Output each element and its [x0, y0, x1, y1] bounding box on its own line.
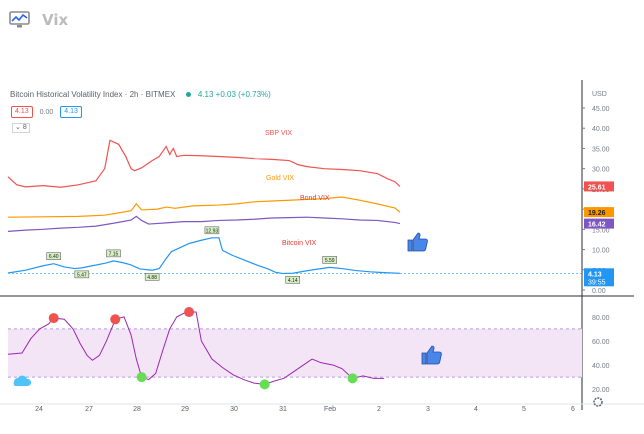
bond-last-badge-box: [584, 218, 614, 229]
countdown-label: 39:55: [588, 279, 606, 286]
series-line[interactable]: [7, 237, 401, 275]
time-tick-label: 29: [181, 406, 189, 413]
data-label: 12.93: [206, 228, 219, 234]
monitor-chart-icon: [9, 11, 30, 28]
change-value: 0.00: [39, 108, 54, 116]
collapse-count: 8: [22, 124, 27, 131]
data-label: 5.59: [325, 258, 335, 264]
data-label-box: [204, 226, 220, 235]
data-label-box: [46, 252, 61, 260]
oversold-marker: [136, 372, 147, 383]
overbought-marker: [110, 314, 121, 325]
price-tick-label: 45.00: [592, 106, 610, 113]
oscillator-band: [8, 328, 582, 378]
data-label-box: [106, 249, 121, 258]
oscillator-line[interactable]: [7, 311, 385, 385]
app-title: Vix: [42, 11, 69, 29]
data-label-box: [285, 276, 301, 284]
overbought-marker: [184, 307, 195, 318]
oscillator-tick-label: 20.00: [592, 387, 610, 394]
price-tick-label: 30.00: [592, 167, 610, 174]
time-tick-label: 2: [377, 406, 381, 413]
gold-last-badge: 19.26: [588, 210, 606, 217]
ohlc-row: 4.13 0.00 4.13: [11, 106, 82, 118]
data-label-box: [322, 256, 337, 264]
app-header: Vix: [8, 8, 68, 32]
bond-last-badge: 16.42: [588, 222, 606, 229]
bitcoin-last-badge: 4.13: [588, 271, 602, 278]
overbought-marker: [48, 313, 59, 324]
value-box-red: 4.13: [11, 106, 33, 118]
price-tick-label: 0.00: [592, 288, 606, 295]
gear-icon[interactable]: [593, 397, 603, 407]
time-tick-label: 5: [522, 406, 526, 413]
live-dot: [185, 92, 191, 98]
series-line[interactable]: [7, 196, 401, 218]
sbp-last-badge: 25.61: [588, 184, 606, 191]
time-tick-label: 24: [35, 406, 43, 413]
price-tick-label: 15.00: [592, 227, 610, 234]
data-label: 4.14: [288, 278, 298, 284]
symbol-title[interactable]: Bitcoin Historical Volatility Index · 2h…: [10, 90, 176, 99]
gold-last-badge-box: [584, 207, 614, 218]
price-tick-label: 35.00: [592, 146, 610, 153]
oscillator-tick-label: 80.00: [592, 315, 610, 322]
series-line[interactable]: [7, 215, 401, 232]
data-label: 7.15: [109, 251, 119, 257]
gear-icon-ring: [593, 397, 603, 407]
time-tick-label: 28: [133, 406, 141, 413]
time-tick-label: 27: [85, 406, 93, 413]
live-value: 4.13: [197, 90, 214, 99]
time-tick-label: Feb: [324, 406, 336, 413]
series-name-label: SBP VIX: [265, 130, 292, 137]
time-tick-label: 3: [426, 406, 430, 413]
time-tick-label: 4: [474, 406, 478, 413]
chart-title: Bitcoin Historical Volatility Index · 2h…: [10, 90, 271, 99]
collapse-indicators-button[interactable]: ⌄ 8: [12, 123, 30, 133]
data-label: 4.88: [147, 275, 157, 281]
time-tick-label: 6: [571, 406, 575, 413]
cloud-icon[interactable]: [13, 375, 32, 386]
data-label: 5.47: [77, 272, 87, 278]
bitcoin-last-badge-box: [584, 268, 614, 287]
chart-canvas[interactable]: USD45.0040.0035.0030.0025.0020.0015.0010…: [0, 80, 644, 434]
price-tick-label: 40.00: [592, 126, 610, 133]
oversold-marker: [347, 373, 358, 384]
series-line[interactable]: [7, 139, 401, 188]
sbp-last-badge-box: [584, 181, 614, 192]
thumbs-up-icon[interactable]: [406, 230, 430, 254]
price-tick-label: 10.00: [592, 248, 610, 255]
currency-label: USD: [592, 91, 607, 98]
live-change: +0.03 (+0.73%): [215, 90, 271, 99]
oscillator-tick-label: 60.00: [592, 339, 610, 346]
value-box-blue: 4.13: [60, 106, 82, 118]
oversold-marker: [259, 379, 270, 390]
data-label-box: [74, 270, 90, 279]
series-name-label: Gold VIX: [266, 175, 294, 182]
time-tick-label: 30: [230, 406, 238, 413]
thumbs-up-icon[interactable]: [420, 343, 444, 367]
time-tick-label: 31: [279, 406, 287, 413]
series-name-label: Bitcoin VIX: [282, 240, 317, 247]
data-label-box: [144, 273, 160, 281]
series-name-label: Bond VIX: [300, 195, 330, 202]
oscillator-tick-label: 40.00: [592, 363, 610, 370]
data-label: 6.40: [49, 254, 59, 260]
